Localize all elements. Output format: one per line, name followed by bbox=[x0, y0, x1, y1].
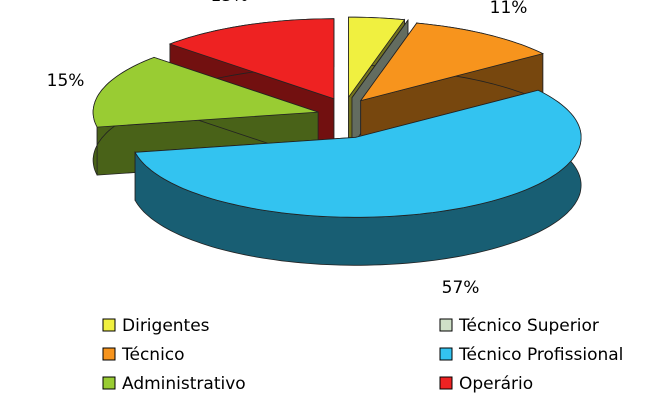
legend-label: Técnico bbox=[121, 345, 185, 365]
legend-label: Administrativo bbox=[122, 374, 246, 394]
slice-top bbox=[348, 16, 406, 99]
slice-top bbox=[92, 56, 319, 128]
data-label: 11% bbox=[490, 0, 528, 18]
pie-slice bbox=[134, 89, 582, 266]
legend-label: Técnico Superior bbox=[458, 316, 599, 336]
data-label: 13% bbox=[211, 0, 249, 6]
slice-top bbox=[134, 89, 582, 218]
legend-swatch bbox=[102, 347, 116, 361]
legend-swatch bbox=[439, 376, 453, 390]
data-label: 57% bbox=[442, 278, 480, 298]
legend-label: Dirigentes bbox=[122, 316, 210, 336]
data-label: 15% bbox=[47, 71, 85, 91]
pie-slice bbox=[92, 56, 319, 176]
slice-top bbox=[351, 19, 409, 98]
legend-swatch bbox=[102, 318, 116, 332]
slice-top bbox=[359, 22, 544, 102]
legend-swatch bbox=[439, 347, 453, 361]
legend-swatch bbox=[439, 318, 453, 332]
slice-top bbox=[168, 18, 335, 100]
legend-swatch bbox=[102, 376, 116, 390]
legend-label: Operário bbox=[459, 374, 533, 394]
legend-label: Técnico Profissional bbox=[458, 345, 623, 365]
